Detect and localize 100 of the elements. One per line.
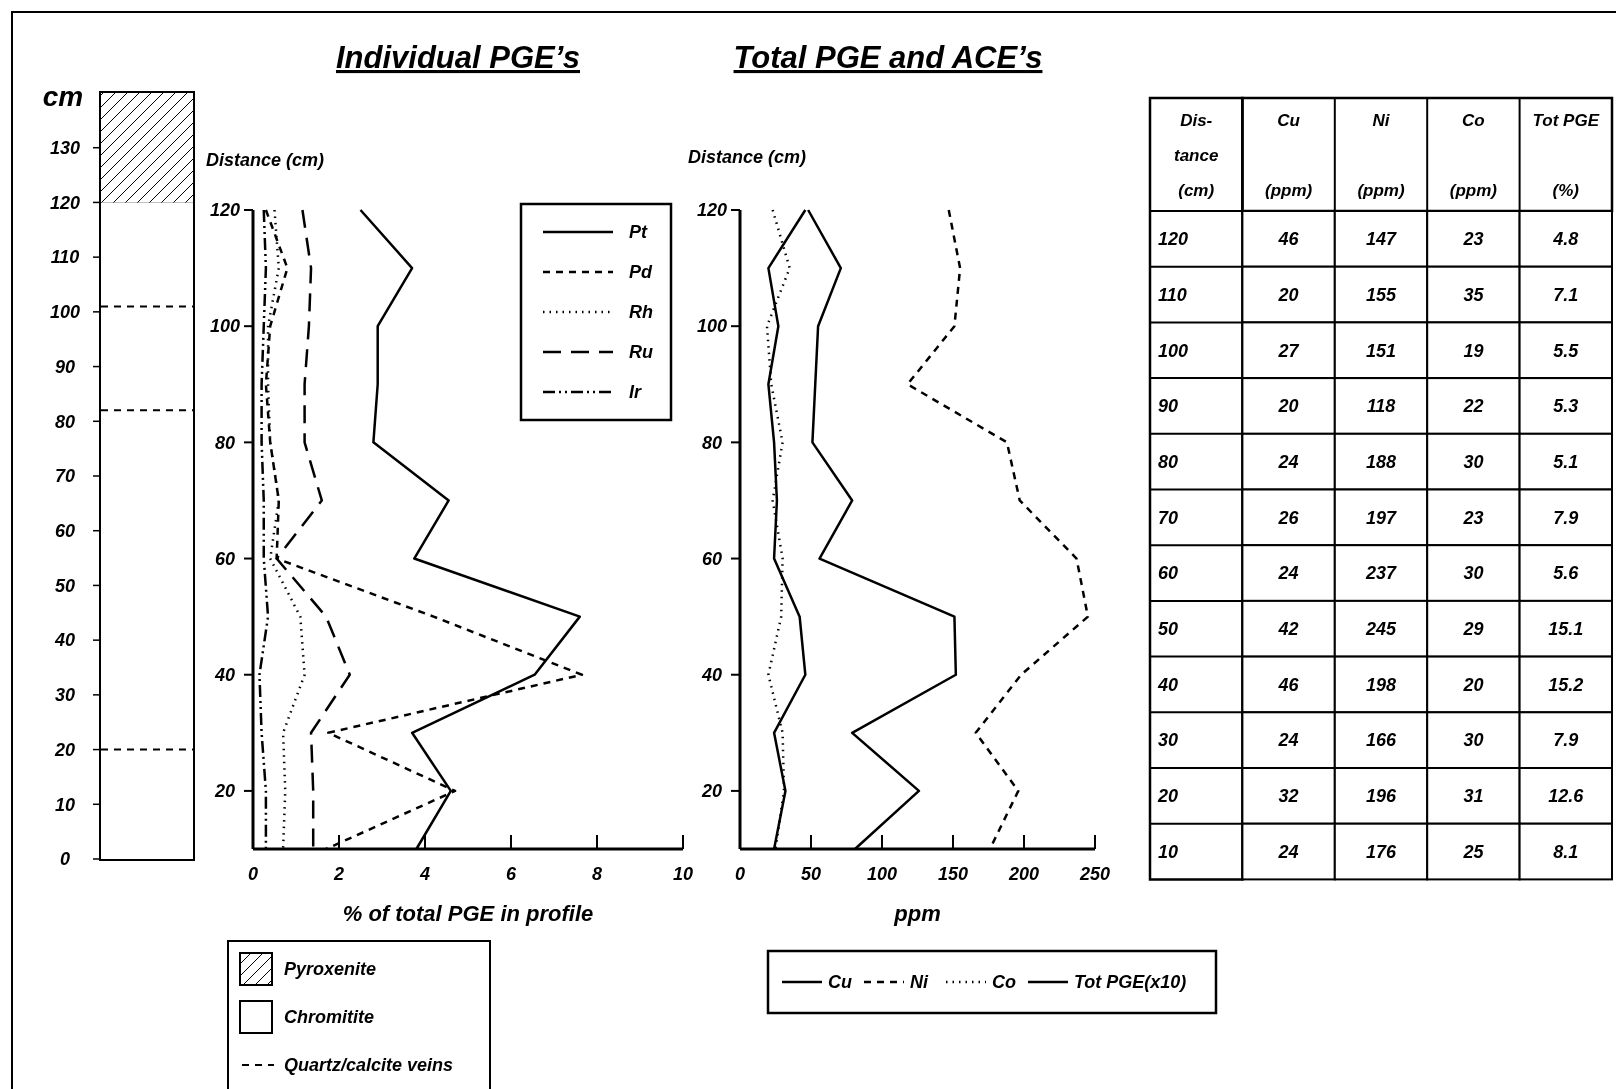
data-label: 196 (1365, 786, 1397, 807)
x-tick-label: 10 (672, 864, 694, 885)
y-tick-label: 0 (59, 849, 71, 870)
data-label: 155 (1365, 284, 1397, 305)
x-tick-label: 6 (505, 864, 517, 885)
data-label: 237 (1364, 563, 1397, 584)
legend-label: Ni (910, 972, 929, 993)
chart-title: Individual PGE’s (335, 40, 581, 75)
data-label: 4.8 (1552, 229, 1579, 250)
data-label: 25 (1462, 841, 1485, 862)
y-tick-label: 20 (53, 739, 76, 760)
data-label: 31 (1463, 786, 1484, 807)
data-label: 5.6 (1553, 563, 1580, 584)
data-label: 23 (1462, 229, 1484, 250)
legend-label: Quartz/calcite veins (284, 1055, 454, 1076)
y-tick-label: 100 (209, 316, 241, 337)
data-label: 29 (1462, 619, 1484, 640)
y-tick-label: 10 (1158, 841, 1179, 862)
data-label: 198 (1365, 674, 1397, 695)
x-tick-label: 200 (1007, 864, 1040, 885)
data-label: 22 (1462, 396, 1484, 417)
y-tick-label: 110 (50, 247, 80, 268)
x-tick-label: 0 (247, 864, 259, 885)
data-label: 46 (1277, 674, 1300, 695)
legend-label: Ir (629, 382, 642, 403)
category-label: Ni (ppm) (1357, 111, 1405, 200)
data-label: 151 (1365, 340, 1397, 361)
x-tick-label: 100 (866, 864, 898, 885)
data-label: 20 (1277, 284, 1299, 305)
data-label: 8.1 (1553, 841, 1579, 862)
x-axis-title: ppm (893, 900, 941, 926)
data-label: 20 (1462, 674, 1484, 695)
data-label: 20 (1277, 396, 1299, 417)
y-tick-label: 20 (1157, 786, 1179, 807)
data-label: 30 (1463, 451, 1484, 472)
data-label: 30 (1463, 730, 1484, 751)
data-label: 42 (1277, 619, 1299, 640)
y-tick-label: 40 (1157, 674, 1179, 695)
y-axis-title: cm (42, 80, 84, 112)
data-label: 27 (1277, 340, 1300, 361)
y-tick-label: 120 (49, 192, 81, 213)
data-label: 32 (1278, 786, 1299, 807)
x-axis-title: % of total PGE in profile (342, 900, 594, 926)
y-tick-label: 100 (1158, 340, 1189, 361)
y-tick-label: 60 (214, 548, 236, 569)
legend-label: Chromitite (284, 1007, 374, 1028)
data-label: 166 (1365, 730, 1397, 751)
y-tick-label: 80 (54, 411, 76, 432)
data-label: 188 (1365, 451, 1397, 472)
y-tick-label: 90 (54, 356, 76, 377)
data-label: 7.9 (1553, 730, 1579, 751)
legend-label: Ru (629, 342, 653, 363)
data-label: 30 (1463, 563, 1484, 584)
data-label: 118 (1366, 396, 1396, 417)
y-tick-label: 50 (54, 575, 76, 596)
y-tick-label: 80 (1158, 451, 1179, 472)
y-tick-label: 100 (696, 316, 728, 337)
y-axis-title: Distance (cm) (206, 150, 325, 171)
data-label: 35 (1463, 284, 1485, 305)
legend-label: Cu (828, 972, 852, 993)
y-axis-title: Dis- tance (cm) (1173, 111, 1219, 200)
category-label: Tot PGE (%) (1532, 111, 1600, 200)
y-tick-label: 20 (700, 781, 723, 802)
data-label: 15.1 (1548, 619, 1584, 640)
data-label: 24 (1277, 451, 1299, 472)
data-label: 5.1 (1553, 451, 1579, 472)
data-label: 176 (1365, 841, 1397, 862)
data-label: 5.3 (1553, 396, 1579, 417)
y-tick-label: 10 (54, 794, 76, 815)
x-tick-label: 0 (734, 864, 746, 885)
x-tick-label: 2 (332, 864, 345, 885)
data-label: 197 (1365, 507, 1397, 528)
data-label: 24 (1277, 841, 1299, 862)
y-tick-label: 70 (1158, 507, 1179, 528)
y-tick-label: 110 (1158, 284, 1187, 305)
data-label: 5.5 (1553, 340, 1580, 361)
y-tick-label: 60 (54, 521, 76, 542)
y-tick-label: 60 (1158, 563, 1179, 584)
y-axis-title: Distance (cm) (688, 147, 807, 168)
data-label: 7.1 (1553, 284, 1579, 305)
y-tick-label: 100 (49, 302, 81, 323)
y-tick-label: 80 (214, 432, 236, 453)
legend-label: Pt (629, 222, 649, 243)
y-tick-label: 120 (1158, 229, 1189, 250)
data-label: 24 (1277, 563, 1299, 584)
y-tick-label: 120 (209, 200, 241, 221)
legend-label: Pd (629, 262, 654, 283)
legend-label: Tot PGE(x10) (1074, 972, 1187, 993)
y-tick-label: 80 (701, 432, 723, 453)
y-tick-label: 50 (1158, 619, 1179, 640)
data-label: 46 (1277, 229, 1300, 250)
data-label: 12.6 (1548, 786, 1585, 807)
y-tick-label: 30 (54, 685, 76, 706)
data-label: 7.9 (1553, 507, 1579, 528)
data-label: 15.2 (1548, 674, 1584, 695)
x-tick-label: 50 (800, 864, 822, 885)
data-label: 19 (1463, 340, 1484, 361)
text: Pyroxenite (284, 959, 377, 980)
y-tick-label: 30 (1158, 730, 1179, 751)
category-label: Co (ppm) (1449, 111, 1498, 200)
